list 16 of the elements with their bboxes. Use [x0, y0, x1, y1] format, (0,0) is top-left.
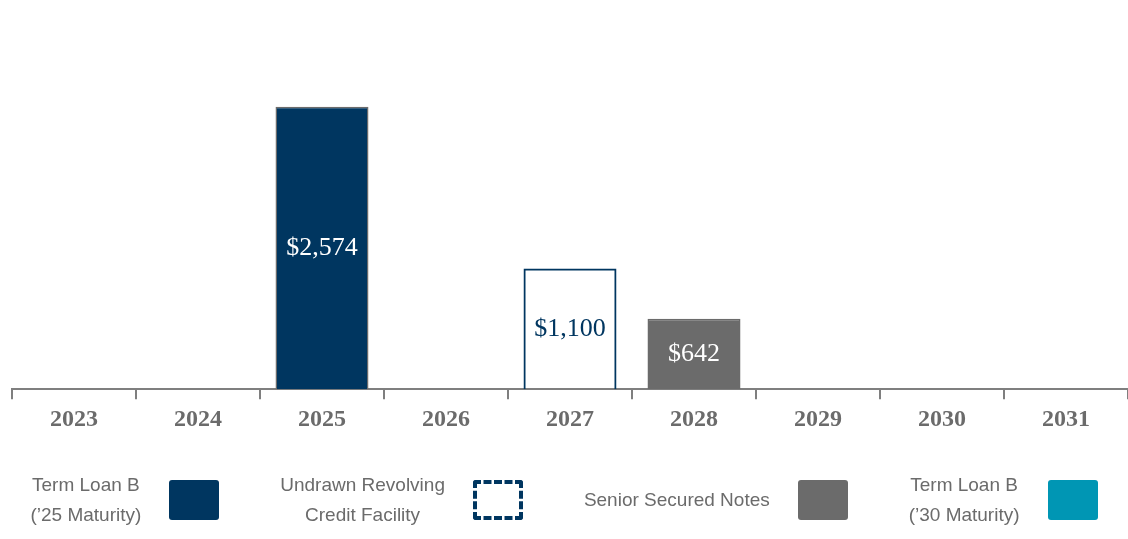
x-tick-label: 2023: [50, 404, 98, 431]
x-tick-label: 2029: [794, 404, 842, 431]
legend-label: Term Loan B (’25 Maturity): [30, 473, 142, 527]
data-label: $1,100: [534, 312, 606, 342]
x-tick-label: 2028: [670, 404, 718, 431]
legend-label: Senior Secured Notes: [583, 488, 770, 512]
data-label: $642: [668, 337, 720, 367]
x-tick-label: 2024: [174, 404, 222, 431]
legend-label: Term Loan B (’30 Maturity): [908, 473, 1020, 527]
x-tick-label: 2027: [546, 404, 594, 431]
x-tick-label: 2030: [918, 404, 966, 431]
data-label: $2,574: [286, 231, 358, 261]
legend-label: Undrawn Revolving Credit Facility: [280, 473, 445, 527]
x-tick-label: 2026: [422, 404, 470, 431]
x-tick-label: 2031: [1042, 404, 1090, 431]
x-tick-label: 2025: [298, 404, 346, 431]
